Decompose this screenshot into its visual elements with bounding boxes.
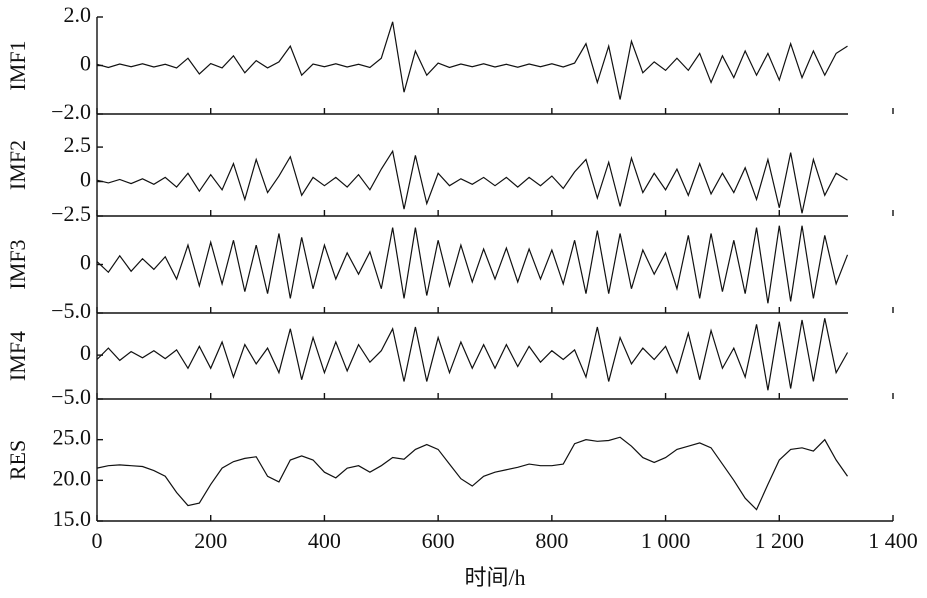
x-tick-label: 600 [422, 528, 455, 553]
y-tick-label: 15.0 [53, 506, 92, 531]
signal-line [96, 21, 848, 100]
y-axis-label: RES [5, 440, 30, 480]
y-tick-label: −5.0 [51, 384, 91, 409]
y-tick-label: −2.0 [51, 99, 91, 124]
x-tick-label: 0 [92, 528, 103, 553]
signal-line [96, 225, 849, 304]
y-tick-label: −2.5 [51, 201, 91, 226]
x-tick-label: 1 000 [641, 528, 691, 553]
y-tick-label: 0 [80, 51, 91, 76]
x-tick-label: 1 400 [868, 528, 918, 553]
x-tick-label: 1 200 [755, 528, 805, 553]
y-axis-label: IMF3 [5, 239, 30, 289]
y-tick-label: 25.0 [53, 425, 92, 450]
y-axis-label: IMF1 [5, 40, 30, 90]
x-tick-label: 800 [535, 528, 568, 553]
y-axis-label: IMF2 [5, 140, 30, 190]
y-tick-label: 0 [80, 167, 91, 192]
y-tick-label: −5.0 [51, 298, 91, 323]
signal-line [96, 149, 848, 214]
y-tick-label: 0 [80, 340, 91, 365]
y-tick-label: 2.0 [64, 2, 92, 27]
x-tick-label: 400 [308, 528, 341, 553]
x-axis-label: 时间/h [464, 565, 525, 590]
signal-line [96, 318, 849, 391]
x-tick-label: 200 [194, 528, 227, 553]
y-axis-label: IMF4 [5, 331, 30, 381]
signal-line [96, 436, 849, 511]
y-tick-label: 2.5 [64, 132, 92, 157]
y-tick-label: 20.0 [53, 465, 92, 490]
y-tick-label: 0 [80, 250, 91, 275]
